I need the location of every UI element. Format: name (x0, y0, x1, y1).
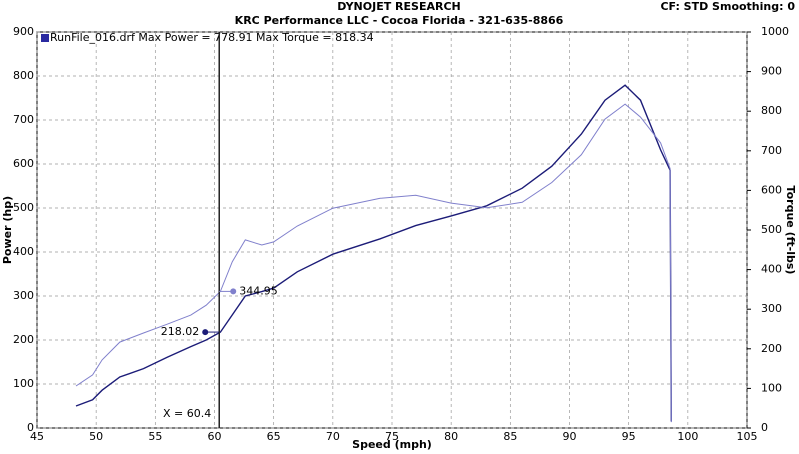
y2-tick-label: 600 (761, 183, 782, 196)
series-line (75, 103, 672, 423)
annotation-label: 344.95 (239, 284, 278, 297)
x-tick-label: 60 (208, 430, 222, 443)
x-tick-label: 100 (677, 430, 698, 443)
y2-tick-label: 300 (761, 302, 782, 315)
series-line (75, 84, 672, 422)
y-tick-label: 800 (13, 69, 34, 82)
y-tick-label: 200 (13, 333, 34, 346)
y-tick-label: 0 (27, 421, 34, 434)
x-tick-label: 50 (89, 430, 103, 443)
x-tick-label: 95 (622, 430, 636, 443)
y2-tick-label: 0 (761, 421, 768, 434)
legend-swatch (41, 34, 49, 42)
y2-tick-label: 800 (761, 104, 782, 117)
y2-tick-label: 200 (761, 342, 782, 355)
x-tick-label: 90 (563, 430, 577, 443)
y-tick-label: 700 (13, 113, 34, 126)
y-tick-label: 900 (13, 25, 34, 38)
y-tick-label: 500 (13, 201, 34, 214)
x-tick-label: 45 (30, 430, 44, 443)
y-tick-label: 600 (13, 157, 34, 170)
y2-tick-label: 500 (761, 223, 782, 236)
y-tick-label: 300 (13, 289, 34, 302)
chart-subtitle: KRC Performance LLC - Cocoa Florida - 32… (235, 14, 564, 27)
x-tick-label: 105 (737, 430, 758, 443)
y-axis-label: Power (hp) (1, 196, 14, 264)
y2-tick-label: 100 (761, 381, 782, 394)
y2-tick-label: 900 (761, 65, 782, 78)
chart-title: DYNOJET RESEARCH (337, 0, 460, 13)
legend-text: RunFile_016.drf Max Power = 778.91 Max T… (50, 31, 374, 44)
x-tick-label: 80 (444, 430, 458, 443)
cursor-label: X = 60.4 (163, 407, 211, 420)
x-tick-label: 70 (326, 430, 340, 443)
settings-text: CF: STD Smoothing: 0 (660, 0, 795, 13)
y-tick-label: 400 (13, 245, 34, 258)
y2-tick-label: 700 (761, 144, 782, 157)
annotation-label: 218.02 (161, 325, 200, 338)
y-tick-label: 100 (13, 377, 34, 390)
y2-tick-label: 1000 (761, 25, 789, 38)
x-tick-label: 55 (148, 430, 162, 443)
y2-tick-label: 400 (761, 263, 782, 276)
x-axis-label: Speed (mph) (352, 438, 432, 451)
x-tick-label: 75 (385, 430, 399, 443)
y2-axis-label: Torque (ft-lbs) (784, 186, 797, 275)
x-tick-label: 85 (503, 430, 517, 443)
x-tick-label: 65 (267, 430, 281, 443)
